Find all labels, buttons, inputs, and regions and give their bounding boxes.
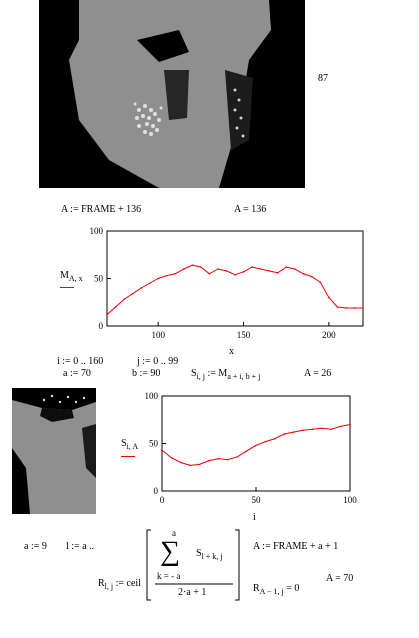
data-point xyxy=(208,272,211,275)
data-point xyxy=(285,266,287,268)
data-point xyxy=(311,275,313,278)
data-point xyxy=(349,423,351,426)
r-lhs: Rl, j := ceil xyxy=(98,578,141,591)
plot1-xlabel: x xyxy=(229,346,234,357)
y-tick-label: 50 xyxy=(149,439,159,449)
data-point xyxy=(131,292,134,295)
a-frame-assignment: A := FRAME + a + 1 xyxy=(253,541,339,552)
plot2-chart: 100 50 00 50 100 xyxy=(145,391,358,505)
y-tick-label: 0 xyxy=(154,486,159,496)
s-def: Si, j := Ma + i, b + j xyxy=(191,368,261,381)
data-point xyxy=(319,281,322,284)
plot-frame xyxy=(161,395,351,492)
frame-readout: 87 xyxy=(318,73,328,84)
x-tick-label: 150 xyxy=(237,330,251,340)
b-def: b := 90 xyxy=(132,368,161,379)
denominator: 2·a + 1 xyxy=(178,587,207,598)
y-tick-label: 100 xyxy=(90,226,104,236)
x-tick-label: 50 xyxy=(252,495,262,505)
data-point xyxy=(353,307,356,309)
data-point xyxy=(245,450,248,452)
y-tick-label: 0 xyxy=(99,321,104,331)
data-point xyxy=(123,298,125,301)
data-point xyxy=(114,306,117,308)
data-point xyxy=(302,429,304,431)
plot2-ylabel: Si, A xyxy=(121,438,139,451)
data-point xyxy=(217,268,219,270)
x-tick-label: 200 xyxy=(322,330,336,340)
r-zero: RA − 1, j = 0 xyxy=(253,583,300,596)
a-value-3: A = 70 xyxy=(326,573,354,584)
data-point xyxy=(328,296,330,299)
data-point xyxy=(330,428,332,431)
data-point xyxy=(165,274,168,277)
data-point xyxy=(251,266,253,268)
l-range: l := a .. xyxy=(66,541,95,552)
sum-term: Sl + k, j xyxy=(196,548,223,561)
plot1-ylabel-underline xyxy=(60,287,74,288)
data-point xyxy=(268,270,270,272)
data-point xyxy=(174,272,177,275)
data-point xyxy=(208,459,210,462)
data-point xyxy=(225,270,228,272)
data-point xyxy=(321,427,323,430)
data-point xyxy=(242,271,245,273)
a-def: a := 70 xyxy=(63,368,91,379)
data-point xyxy=(183,268,185,270)
j-range: j := 0 .. 99 xyxy=(137,356,179,367)
a-value-2: A = 26 xyxy=(304,368,332,379)
data-point xyxy=(362,307,364,309)
series-line xyxy=(106,264,363,315)
plot-frame xyxy=(106,230,364,327)
data-point xyxy=(198,463,201,466)
frame-assignment: A := FRAME + 136 xyxy=(61,204,142,215)
y-tick-label: 100 xyxy=(145,391,159,401)
data-point xyxy=(170,456,173,459)
sum-bottom: k = - a xyxy=(157,571,181,581)
data-point xyxy=(191,264,194,266)
crop-image xyxy=(12,388,96,514)
data-point xyxy=(140,287,142,289)
data-point xyxy=(292,431,295,433)
data-point xyxy=(227,458,229,461)
data-point xyxy=(217,457,220,460)
data-point xyxy=(345,307,347,309)
x-tick-label: 100 xyxy=(151,330,165,340)
plot1-ylabel: MA, x xyxy=(60,270,83,283)
x-tick-label: 100 xyxy=(343,495,357,505)
data-point xyxy=(157,277,159,280)
data-point xyxy=(106,313,108,316)
a-value-1: A = 136 xyxy=(234,204,267,215)
y-tick-label: 50 xyxy=(94,274,104,284)
data-point xyxy=(148,282,151,285)
frame-image xyxy=(39,0,305,188)
plot2-ylabel-underline xyxy=(121,456,135,457)
data-point xyxy=(276,272,279,274)
data-point xyxy=(274,437,276,440)
data-point xyxy=(311,428,314,431)
data-point xyxy=(259,268,262,270)
data-point xyxy=(200,266,202,268)
data-point xyxy=(234,273,236,276)
data-point xyxy=(264,440,267,443)
data-point xyxy=(236,456,238,458)
data-point xyxy=(283,433,285,435)
i-range: i := 0 .. 160 xyxy=(57,356,104,367)
x-tick-label: 0 xyxy=(160,495,165,505)
a-def-9: a := 9 xyxy=(24,541,47,552)
data-point xyxy=(255,444,257,447)
sigma-icon: ∑ xyxy=(160,536,180,567)
formula-brackets xyxy=(146,529,240,601)
data-point xyxy=(336,306,339,308)
sum-top: a xyxy=(172,528,176,538)
data-point xyxy=(293,268,296,270)
data-point xyxy=(339,425,342,428)
data-point xyxy=(302,272,305,275)
plot2-xlabel: i xyxy=(253,512,256,523)
plot1-chart: 100 50 0 100 150 200 xyxy=(90,226,364,340)
data-point xyxy=(189,464,191,467)
data-point xyxy=(161,449,163,451)
data-point xyxy=(180,461,182,464)
